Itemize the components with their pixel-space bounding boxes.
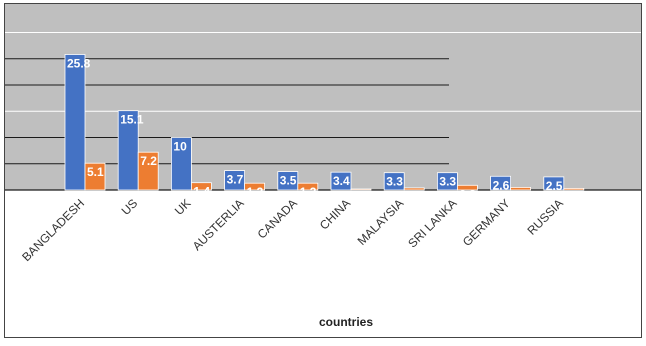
bars — [64, 54, 585, 191]
data-label: 0.9 — [459, 187, 476, 201]
bar-series-2 — [137, 151, 159, 191]
x-axis-title: countries — [319, 315, 373, 329]
bar-series-1 — [170, 137, 192, 191]
bar-series-1 — [383, 172, 405, 191]
data-label: 1.3 — [247, 185, 264, 199]
data-label: 15.1 — [120, 113, 144, 127]
bar-series-1 — [117, 110, 139, 191]
data-label: 3.5 — [280, 174, 297, 188]
bar-series-1 — [64, 54, 86, 191]
bar-series-2 — [297, 182, 319, 191]
data-label: 3.7 — [227, 173, 244, 187]
bar-series-2 — [510, 186, 532, 191]
bar-series-2 — [403, 187, 425, 191]
plot-area — [5, 4, 641, 190]
bar-series-1 — [330, 171, 352, 191]
data-label: 5.1 — [87, 165, 104, 179]
data-label: 0.5 — [513, 189, 530, 203]
bar-series-1 — [436, 172, 458, 191]
data-label: 1.4 — [193, 185, 210, 199]
data-label: 2.6 — [493, 178, 510, 192]
bar-series-1 — [490, 175, 512, 191]
bar-series-2 — [456, 184, 478, 191]
data-label: 3.4 — [333, 174, 350, 188]
bar-series-1 — [277, 171, 299, 191]
bar-series-2 — [84, 162, 106, 191]
data-label: 1.3 — [300, 185, 317, 199]
data-label: 0.4 — [406, 190, 423, 204]
bar-series-2 — [244, 182, 266, 191]
data-label: 3.3 — [386, 175, 403, 189]
data-label: 25.8 — [67, 57, 91, 71]
bar-series-2 — [190, 182, 212, 191]
data-label: 7.2 — [140, 154, 157, 168]
data-label: 0.3 — [566, 190, 583, 204]
data-label: 3.3 — [439, 175, 456, 189]
bar-series-2 — [563, 187, 585, 191]
data-label: 2.5 — [546, 179, 563, 193]
bar-series-1 — [224, 170, 246, 191]
bar-series-1 — [543, 176, 565, 191]
data-label: 10 — [173, 140, 187, 154]
bar-series-2 — [350, 188, 372, 191]
data-labels: 25.85.115.17.2101.43.71.33.51.33.403.30.… — [67, 57, 583, 207]
data-label: 0 — [353, 192, 360, 206]
